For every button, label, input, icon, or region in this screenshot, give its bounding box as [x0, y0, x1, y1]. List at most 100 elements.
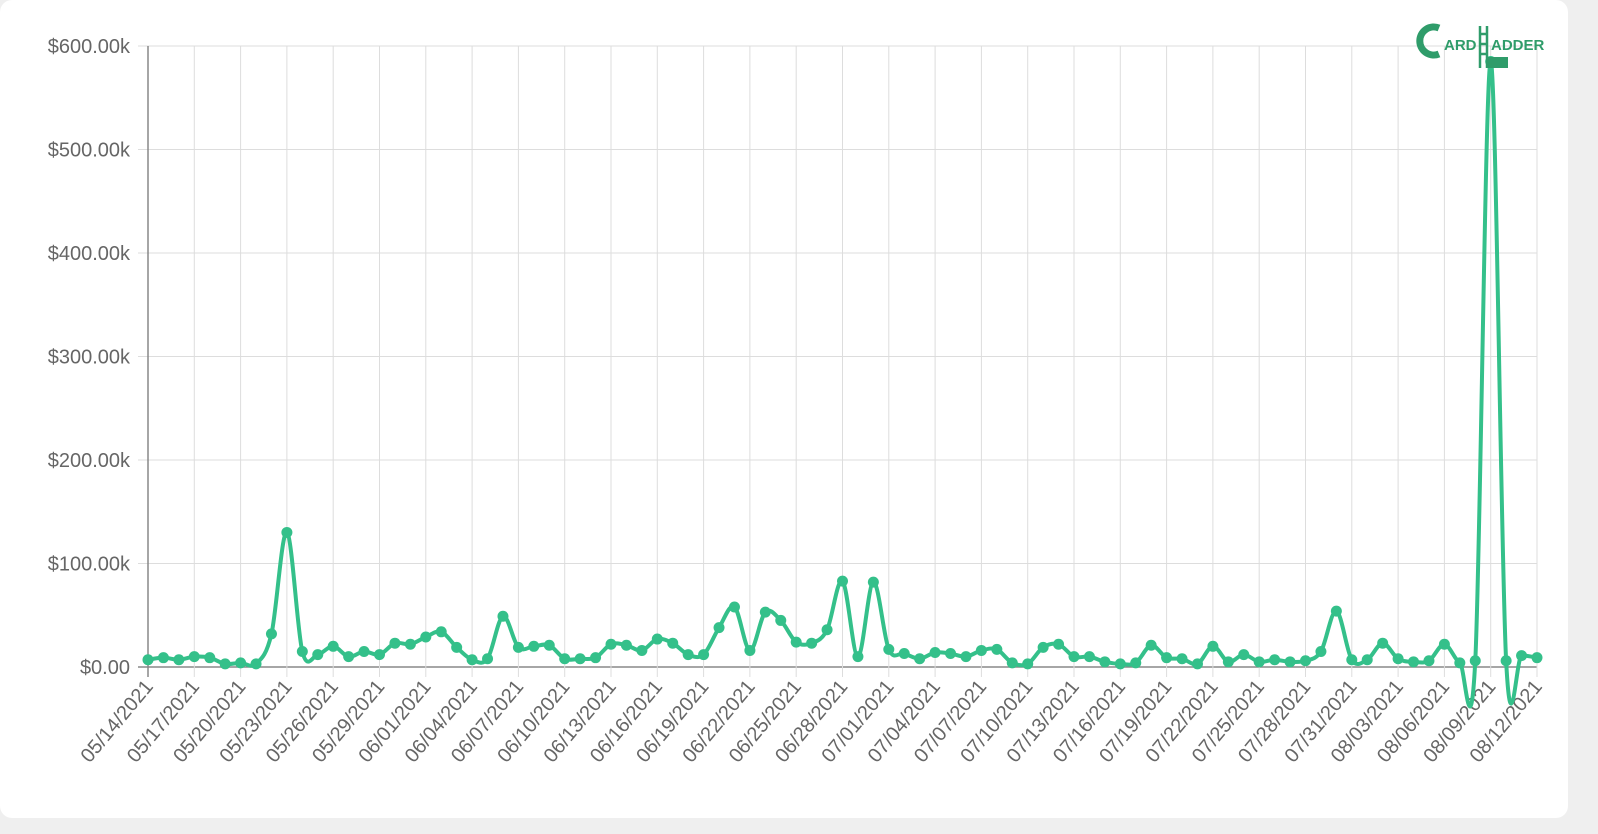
data-point[interactable]: [883, 643, 895, 655]
data-point[interactable]: [1022, 658, 1034, 670]
logo-text-adder: ADDER: [1491, 37, 1545, 54]
data-point[interactable]: [250, 658, 262, 670]
data-point[interactable]: [543, 639, 555, 651]
data-point[interactable]: [1516, 650, 1528, 662]
data-point[interactable]: [667, 637, 679, 649]
data-point[interactable]: [188, 651, 200, 663]
data-point[interactable]: [1053, 638, 1065, 650]
series-points: [142, 56, 1543, 670]
data-point[interactable]: [142, 654, 154, 666]
data-point[interactable]: [1423, 655, 1435, 667]
y-tick-label: $100.00k: [48, 554, 131, 576]
data-point[interactable]: [404, 638, 416, 650]
x-axis-ticks: 05/14/202105/17/202105/20/202105/23/2021…: [77, 676, 1547, 767]
data-point[interactable]: [698, 649, 710, 661]
data-point[interactable]: [482, 653, 494, 665]
data-point[interactable]: [358, 645, 370, 657]
data-point[interactable]: [1330, 605, 1342, 617]
data-point[interactable]: [1361, 654, 1373, 666]
data-point[interactable]: [466, 654, 478, 666]
data-point[interactable]: [682, 649, 694, 661]
data-point[interactable]: [1114, 658, 1126, 670]
data-point[interactable]: [1191, 658, 1203, 670]
data-point[interactable]: [975, 644, 987, 656]
data-point[interactable]: [1531, 652, 1543, 664]
data-point[interactable]: [806, 637, 818, 649]
data-point[interactable]: [296, 645, 308, 657]
data-point[interactable]: [1238, 649, 1250, 661]
data-point[interactable]: [1500, 655, 1512, 667]
data-point[interactable]: [1438, 638, 1450, 650]
data-point[interactable]: [1006, 657, 1018, 669]
data-point[interactable]: [1269, 654, 1281, 666]
data-point[interactable]: [235, 657, 247, 669]
data-point[interactable]: [1130, 657, 1142, 669]
data-point[interactable]: [157, 652, 169, 664]
data-point[interactable]: [867, 576, 879, 588]
data-point[interactable]: [636, 644, 648, 656]
data-point[interactable]: [1392, 653, 1404, 665]
data-point[interactable]: [929, 647, 941, 659]
data-point[interactable]: [265, 628, 277, 640]
data-point[interactable]: [173, 654, 185, 666]
data-point[interactable]: [651, 633, 663, 645]
data-point[interactable]: [1346, 654, 1358, 666]
data-point[interactable]: [497, 610, 509, 622]
data-point[interactable]: [374, 649, 385, 661]
data-point[interactable]: [1377, 637, 1389, 649]
data-point[interactable]: [420, 631, 432, 643]
data-point[interactable]: [559, 653, 571, 665]
data-point[interactable]: [1315, 645, 1327, 657]
data-point[interactable]: [327, 640, 339, 652]
data-point[interactable]: [914, 653, 926, 665]
data-point[interactable]: [1083, 651, 1095, 663]
data-point[interactable]: [1037, 641, 1049, 653]
data-point[interactable]: [1099, 656, 1111, 668]
data-point[interactable]: [821, 624, 833, 636]
y-tick-label: $200.00k: [48, 450, 131, 472]
data-point[interactable]: [991, 643, 1003, 655]
data-point[interactable]: [574, 653, 586, 665]
data-point[interactable]: [435, 626, 447, 638]
data-point[interactable]: [790, 636, 802, 648]
data-point[interactable]: [775, 614, 787, 626]
data-point[interactable]: [528, 640, 540, 652]
data-point[interactable]: [312, 649, 324, 661]
line-chart: $0.00 $100.00k $200.00k $300.00k $400.00k $50…: [48, 23, 1547, 767]
data-point[interactable]: [1222, 656, 1234, 668]
data-point[interactable]: [1408, 656, 1420, 668]
data-point[interactable]: [1176, 653, 1188, 665]
data-point[interactable]: [1145, 639, 1157, 651]
data-point[interactable]: [837, 575, 848, 587]
data-point[interactable]: [219, 658, 231, 670]
chart-card: $0.00 $100.00k $200.00k $300.00k $400.00k $50…: [0, 0, 1568, 818]
data-point[interactable]: [960, 651, 972, 663]
data-point[interactable]: [1300, 655, 1311, 667]
data-point[interactable]: [852, 651, 864, 663]
data-point[interactable]: [590, 652, 602, 664]
data-point[interactable]: [1469, 655, 1481, 667]
data-point[interactable]: [1207, 640, 1219, 652]
data-point[interactable]: [744, 644, 756, 656]
data-point[interactable]: [713, 622, 725, 634]
data-point[interactable]: [1454, 657, 1466, 669]
data-point[interactable]: [281, 526, 293, 538]
data-point[interactable]: [343, 651, 355, 663]
data-point[interactable]: [512, 641, 524, 653]
data-point[interactable]: [1284, 656, 1296, 668]
data-point[interactable]: [759, 606, 771, 618]
logo-block-icon: [1486, 57, 1508, 68]
data-point[interactable]: [389, 637, 401, 649]
data-point[interactable]: [1253, 656, 1265, 668]
y-tick-label: $500.00k: [48, 140, 131, 162]
data-point[interactable]: [605, 638, 617, 650]
data-point[interactable]: [1161, 652, 1173, 664]
data-point[interactable]: [898, 648, 910, 660]
y-tick-label: $0.00: [80, 657, 130, 679]
data-point[interactable]: [204, 652, 216, 664]
data-point[interactable]: [620, 639, 632, 651]
data-point[interactable]: [728, 601, 740, 613]
data-point[interactable]: [1068, 651, 1080, 663]
data-point[interactable]: [945, 648, 957, 660]
data-point[interactable]: [451, 641, 463, 653]
